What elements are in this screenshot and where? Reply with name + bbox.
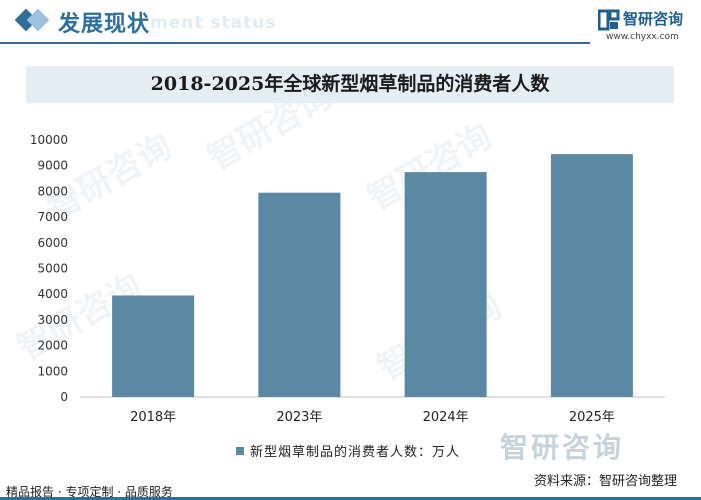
legend-swatch [236, 446, 244, 455]
page-subtitle-watermark: ment status [150, 13, 277, 33]
y-tick-label: 9000 [37, 159, 68, 173]
legend-label: 新型烟草制品的消费者人数：万人 [250, 445, 461, 460]
y-tick-label: 1000 [37, 364, 68, 378]
y-axis: 0 1000 2000 3000 4000 5000 6000 7000 8000 9000 100… [30, 133, 68, 404]
footer-tagline: 精品报告 · 专项定制 · 品质服务 [6, 485, 173, 499]
chart-title-band: 2018-2025年全球新型烟草制品的消费者人数 [26, 66, 674, 103]
x-tick-label: 2018年 [130, 410, 176, 425]
bar [258, 192, 341, 397]
brand-watermark: 智研咨询 [500, 431, 625, 464]
chart-title: 2018-2025年全球新型烟草制品的消费者人数 [150, 73, 550, 95]
y-tick-label: 5000 [37, 262, 68, 276]
x-tick-label: 2024年 [423, 410, 469, 425]
y-tick-label: 2000 [37, 339, 68, 353]
y-tick-label: 7000 [37, 210, 68, 224]
bar-series [112, 154, 633, 397]
footer-divider [0, 497, 701, 500]
bar [112, 295, 195, 397]
y-tick-label: 6000 [37, 236, 68, 250]
bar [404, 172, 487, 397]
page-title: 发展现状 [58, 11, 151, 37]
brand-url: www.chyxx.com [606, 32, 679, 42]
brand-logo-icon [598, 9, 620, 31]
y-tick-label: 10000 [30, 133, 68, 147]
header-divider [0, 42, 590, 44]
brand-name: 智研咨询 [623, 10, 684, 28]
y-tick-label: 0 [60, 390, 68, 404]
y-tick-label: 4000 [37, 287, 68, 301]
chart-legend: 新型烟草制品的消费者人数：万人 [236, 441, 460, 460]
x-tick-label: 2023年 [276, 410, 322, 425]
x-tick-label: 2025年 [569, 410, 615, 425]
x-axis: 2018年 2023年 2024年 2025年 [130, 410, 615, 425]
bar [550, 154, 633, 397]
y-tick-label: 3000 [37, 313, 68, 327]
page-header: 发展现状 ment status 智研咨询 www.chyxx.com [0, 0, 701, 46]
data-source: 资料来源：智研咨询整理 [534, 474, 678, 489]
y-tick-label: 8000 [37, 184, 68, 198]
